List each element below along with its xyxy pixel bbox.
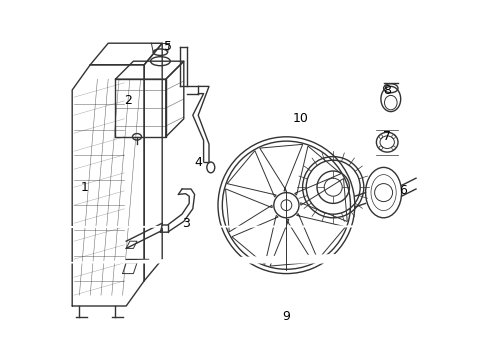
Text: 10: 10 [293, 112, 309, 125]
Text: 5: 5 [164, 40, 171, 53]
Polygon shape [65, 191, 490, 227]
Text: 7: 7 [383, 130, 391, 143]
Text: 1: 1 [81, 181, 89, 194]
Text: 4: 4 [194, 156, 202, 168]
Polygon shape [65, 234, 490, 263]
Text: 8: 8 [383, 84, 391, 96]
Text: 9: 9 [282, 310, 291, 323]
Text: 3: 3 [182, 217, 190, 230]
Text: 6: 6 [399, 184, 407, 197]
Text: 2: 2 [124, 94, 132, 107]
